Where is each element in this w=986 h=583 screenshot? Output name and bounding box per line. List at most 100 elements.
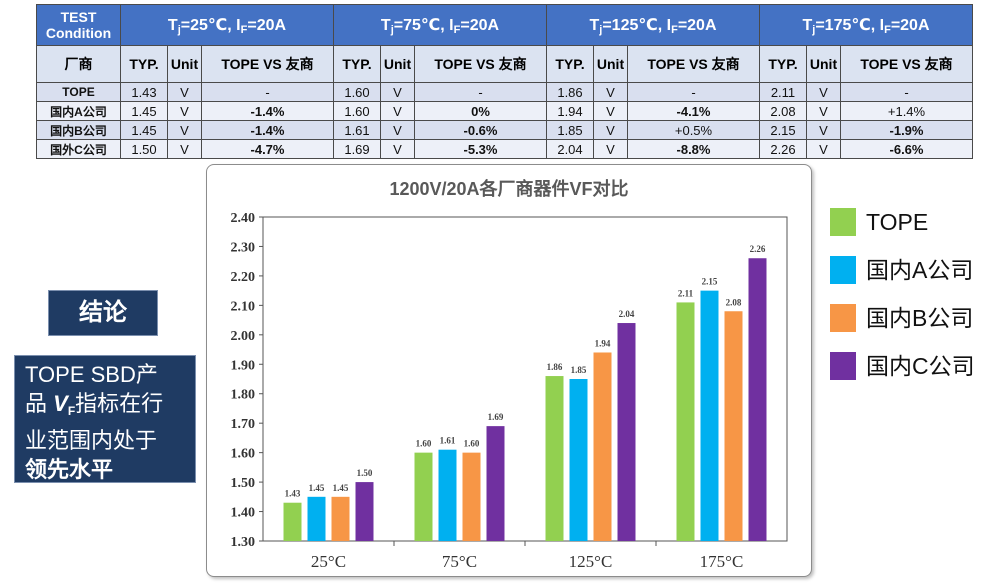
company-header: 厂商 xyxy=(36,45,121,83)
typ-header: TYP. xyxy=(120,45,168,83)
delta-cell: -1.4% xyxy=(201,101,334,121)
unit-cell: V xyxy=(593,82,628,102)
vf-subscript: F xyxy=(67,404,76,418)
condition-subscript: j xyxy=(599,23,603,36)
unit-cell: V xyxy=(167,120,202,140)
condition-text: =20A xyxy=(890,16,930,34)
table-header-row: TEST Condition Tj=25℃, IF=20A Tj=75℃, IF… xyxy=(36,4,973,46)
compare-header: TOPE VS 友商 xyxy=(627,45,760,83)
bar-data-label: 1.43 xyxy=(285,489,301,499)
x-category-label: 75°C xyxy=(442,552,477,571)
legend-swatch xyxy=(830,304,856,332)
condition-subscript: j xyxy=(177,23,181,36)
condition-text: =20A xyxy=(247,16,287,34)
condition-text: =75℃, I xyxy=(393,16,454,34)
y-tick-label: 2.00 xyxy=(231,329,256,344)
conclusion-line: 业范围内处于 xyxy=(25,428,158,453)
company-name-cell: 国内B公司 xyxy=(36,120,121,140)
delta-cell: -4.7% xyxy=(201,139,334,159)
typ-value-cell: 1.61 xyxy=(333,120,381,140)
condition-subscript: F xyxy=(671,23,678,36)
typ-value-cell: 1.60 xyxy=(333,101,381,121)
y-tick-label: 1.60 xyxy=(231,447,256,462)
bar-data-label: 1.60 xyxy=(464,439,480,449)
bar-company-b xyxy=(331,496,350,541)
bar-data-label: 1.61 xyxy=(440,436,456,446)
condition-text: T xyxy=(802,16,813,34)
delta-cell: 0% xyxy=(414,101,547,121)
bar-data-label: 1.60 xyxy=(416,439,432,449)
bar-tope xyxy=(283,502,302,541)
table-subheader-row: 厂商 TYP. Unit TOPE VS 友商 TYP. Unit TOPE V… xyxy=(36,45,973,83)
typ-value-cell: 1.45 xyxy=(120,101,168,121)
unit-cell: V xyxy=(593,139,628,159)
y-tick-label: 1.80 xyxy=(231,388,256,403)
unit-cell: V xyxy=(806,139,841,159)
conclusion-line: TOPE SBD产 xyxy=(25,362,158,387)
condition-text: =20A xyxy=(677,16,717,34)
typ-value-cell: 1.60 xyxy=(333,82,381,102)
legend-swatch xyxy=(830,256,856,284)
bar-company-a xyxy=(438,449,457,541)
compare-header: TOPE VS 友商 xyxy=(201,45,334,83)
y-tick-label: 1.70 xyxy=(231,417,256,432)
delta-cell: - xyxy=(414,82,547,102)
conclusion-fragment: 指标在行 xyxy=(75,391,164,416)
y-tick-label: 1.90 xyxy=(231,358,256,373)
unit-cell: V xyxy=(380,82,415,102)
condition-subscript: F xyxy=(453,23,461,36)
unit-cell: V xyxy=(593,101,628,121)
vf-bar-chart: 1200V/20A各厂商器件VF对比 1.30 1.40 1.50 1.60 1.70 1.… xyxy=(231,178,788,571)
bar-company-c xyxy=(748,258,767,541)
bar-company-a xyxy=(700,290,719,541)
test-condition-header: TEST Condition xyxy=(36,4,121,46)
legend-swatch xyxy=(830,352,856,380)
bar-data-label: 2.15 xyxy=(702,277,718,287)
typ-value-cell: 2.11 xyxy=(759,82,807,102)
legend-label: 国内C公司 xyxy=(866,353,975,379)
conclusion-text: TOPE SBD产 品 VF指标在行 业范围内处于 领先水平 xyxy=(14,355,196,483)
delta-cell: - xyxy=(201,82,334,102)
y-tick-label: 1.40 xyxy=(231,506,256,521)
unit-cell: V xyxy=(380,101,415,121)
y-tick-label: 2.40 xyxy=(231,211,256,226)
table-body: TOPE 1.43 V -1.60 V -1.86 V -2.11 V - 国内A公司 1.45 V -1… xyxy=(36,82,973,159)
unit-cell: V xyxy=(380,139,415,159)
delta-cell: -6.6% xyxy=(840,139,973,159)
unit-cell: V xyxy=(167,101,202,121)
vf-bar-chart-panel: 1200V/20A各厂商器件VF对比 1.30 1.40 1.50 1.60 1.70 1.… xyxy=(206,164,812,577)
delta-cell: -1.9% xyxy=(840,120,973,140)
legend-item-company-c: 国内C公司 xyxy=(830,350,986,380)
bar-data-label: 2.26 xyxy=(750,244,766,254)
delta-cell: -8.8% xyxy=(627,139,760,159)
condition-subscript: F xyxy=(240,23,248,36)
y-tick-label: 1.50 xyxy=(231,476,256,491)
bar-company-a xyxy=(569,379,588,541)
delta-cell: - xyxy=(840,82,973,102)
bar-company-b xyxy=(462,452,481,541)
conclusion-line-emphasis: 领先水平 xyxy=(25,457,114,482)
bar-tope xyxy=(676,302,695,541)
unit-cell: V xyxy=(167,82,202,102)
delta-cell: +1.4% xyxy=(840,101,973,121)
delta-cell: - xyxy=(627,82,760,102)
bar-data-label: 1.69 xyxy=(488,412,504,422)
condition-text: =20A xyxy=(460,16,500,34)
delta-cell: -1.4% xyxy=(201,120,334,140)
typ-value-cell: 1.86 xyxy=(546,82,594,102)
typ-value-cell: 1.45 xyxy=(120,120,168,140)
legend-item-company-b: 国内B公司 xyxy=(830,302,986,332)
conclusion-fragment: 品 xyxy=(25,391,54,416)
bar-company-b xyxy=(724,311,743,541)
bar-company-c xyxy=(355,482,374,541)
legend-label: 国内A公司 xyxy=(866,257,974,283)
bar-tope xyxy=(414,452,433,541)
unit-header: Unit xyxy=(380,45,415,83)
typ-header: TYP. xyxy=(333,45,381,83)
bar-company-a xyxy=(307,496,326,541)
bar-data-label: 2.11 xyxy=(678,288,694,298)
unit-cell: V xyxy=(806,120,841,140)
delta-cell: -4.1% xyxy=(627,101,760,121)
legend-label: 国内B公司 xyxy=(866,305,974,331)
y-tick-label: 2.20 xyxy=(231,270,256,285)
